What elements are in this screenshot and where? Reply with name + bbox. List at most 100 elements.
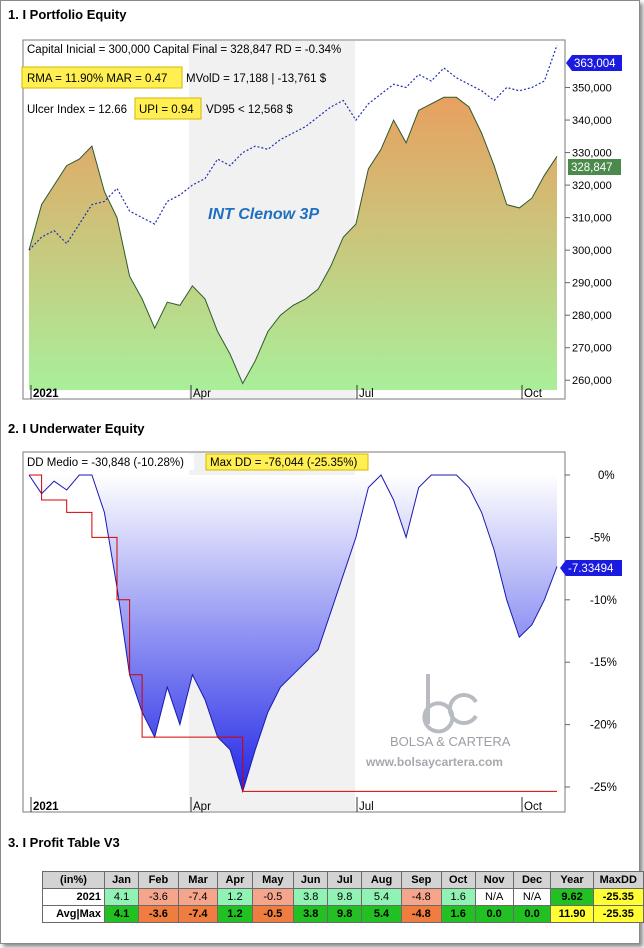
watermark-url: www.bolsaycartera.com: [365, 755, 503, 769]
profit-cell: N/A: [474, 888, 514, 906]
profit-col-header: Mar: [177, 871, 219, 889]
equity-y-tick-label: 340,000: [572, 115, 612, 127]
profit-row: Avg|Max 4.1 -3.6 -7.4 1.2 -0.5 3.8 9.8 5.4 -4.8 1.…: [42, 905, 644, 923]
equity-y-tick-label: 350,000: [572, 83, 612, 95]
profit-cell: 4.1: [103, 888, 140, 906]
watermark-brand: BOLSA & CARTERA: [390, 734, 511, 749]
equity-x-tick-label: 2021: [33, 388, 59, 400]
profit-cell: 5.4: [361, 905, 402, 923]
profit-cell: -4.8: [400, 888, 442, 906]
benchmark-last-label: 363,004: [574, 58, 616, 70]
profit-col-header: Apr: [217, 871, 253, 889]
equity-stats-line1: Capital Inicial = 300,000 Capital Final …: [27, 44, 341, 56]
profit-cell: -25.35: [592, 905, 644, 923]
profit-cell: 1.6: [440, 905, 476, 923]
profit-cell: -3.6: [138, 905, 179, 923]
underwater-y-tick-label: -20%: [590, 720, 617, 732]
profit-cell: 1.2: [217, 905, 253, 923]
profit-cell: 3.8: [293, 888, 329, 906]
dd-medio-box: [24, 454, 194, 470]
profit-col-header: May: [251, 871, 295, 889]
profit-col-header: Oct: [440, 871, 476, 889]
profit-cell: 9.8: [327, 905, 363, 923]
profit-col-header: Jun: [293, 871, 329, 889]
profit-cell: -7.4: [177, 905, 219, 923]
equity-y-tick-label: 290,000: [572, 278, 612, 290]
profit-col-header: MaxDD: [592, 871, 644, 889]
equity-x-tick-label: Jul: [359, 388, 374, 400]
profit-cell: -25.35: [592, 888, 644, 906]
max-dd-box: [205, 453, 369, 471]
equity-x-tick-label: Oct: [524, 388, 543, 400]
watermark: BOLSA & CARTERA www.bolsaycartera.com: [365, 674, 511, 769]
rma-mar-box: [21, 66, 183, 89]
max-dd-line: [29, 474, 557, 792]
profit-col-header: Jul: [327, 871, 363, 889]
profit-cell: -0.5: [251, 888, 295, 906]
profit-row-label: 2021: [42, 888, 105, 906]
rma-mar-text: RMA = 11.90% MAR = 0.47: [27, 73, 167, 85]
profit-cell: -7.4: [177, 888, 219, 906]
profit-section-title: 3. I Profit Table V3: [8, 835, 120, 850]
underwater-y-tick-label: -10%: [590, 595, 617, 607]
equity-y-tick-label: 270,000: [572, 343, 612, 355]
profit-table: (in%) Jan Feb Mar Apr May Jun Jul Aug Sep Oct Nov De…: [42, 871, 644, 923]
profit-row: 2021 4.1 -3.6 -7.4 1.2 -0.5 3.8 9.8 5.4 -4.8 1.6 N/…: [42, 888, 644, 906]
profit-col-header: Sep: [400, 871, 442, 889]
vd95-text: VD95 < 12,568 $: [206, 104, 293, 116]
equity-chart: Capital Inicial = 300,000 Capital Final …: [21, 39, 622, 400]
profit-table-body: 2021 4.1 -3.6 -7.4 1.2 -0.5 3.8 9.8 5.4 -4.8 1.6 N/…: [42, 888, 644, 923]
underwater-section-title: 2. I Underwater Equity: [8, 421, 145, 436]
underwater-y-tick-label: -15%: [590, 657, 617, 669]
underwater-chart: BOLSA & CARTERA www.bolsaycartera.com DD…: [22, 451, 622, 813]
watermark-logo: [422, 674, 478, 734]
profit-col-header: Nov: [474, 871, 514, 889]
profit-col-header: (in%): [42, 871, 105, 889]
profit-cell: 0.0: [512, 905, 552, 923]
profit-cell: 4.1: [103, 905, 140, 923]
profit-cell: 1.2: [217, 888, 253, 906]
profit-cell: -4.8: [400, 905, 442, 923]
upi-box: [134, 97, 202, 120]
profit-row-label: Avg|Max: [42, 905, 105, 923]
equity-last-label: 328,847: [571, 162, 613, 174]
underwater-x-tick-label: Apr: [193, 801, 211, 813]
profit-cell: 1.6: [440, 888, 476, 906]
underwater-x-tick-label: 2021: [33, 801, 59, 813]
profit-col-header: Dec: [512, 871, 552, 889]
underwater-last-label: -7.33494: [568, 563, 614, 575]
equity-y-tick-label: 310,000: [572, 213, 612, 225]
profit-cell: 3.8: [293, 905, 329, 923]
profit-cell: 11.90: [550, 905, 594, 923]
equity-y-tick-label: 300,000: [572, 245, 612, 257]
equity-section-title: 1. I Portfolio Equity: [8, 7, 127, 22]
strategy-name: INT Clenow 3P: [208, 206, 319, 223]
profit-cell: -3.6: [138, 888, 179, 906]
benchmark-last-tag: [566, 55, 622, 71]
profit-cell: 9.62: [550, 888, 594, 906]
underwater-last-tag: [560, 560, 622, 576]
equity-y-tick-label: 280,000: [572, 310, 612, 322]
profit-col-header: Jan: [103, 871, 140, 889]
underwater-x-tick-label: Oct: [524, 801, 543, 813]
profit-cell: 9.8: [327, 888, 363, 906]
equity-x-tick-label: Apr: [193, 388, 211, 400]
profit-cell: 5.4: [361, 888, 402, 906]
equity-y-tick-label: 320,000: [572, 180, 612, 192]
upi-text: UPI = 0.94: [139, 104, 194, 116]
benchmark-line: [28, 45, 558, 251]
underwater-x-tick-label: Jul: [359, 801, 374, 813]
underwater-y-tick-label: -25%: [590, 782, 617, 794]
profit-table-header: (in%) Jan Feb Mar Apr May Jun Jul Aug Sep Oct Nov De…: [42, 871, 644, 889]
profit-cell: -0.5: [251, 905, 295, 923]
underwater-y-tick-label: -5%: [590, 532, 610, 544]
mvold-text: MVolD = 17,188 | -13,761 $: [186, 73, 327, 85]
profit-cell: 0.0: [474, 905, 514, 923]
profit-cell: N/A: [512, 888, 552, 906]
max-dd-text: Max DD = -76,044 (-25.35%): [210, 457, 357, 469]
equity-y-tick-label: 330,000: [572, 148, 612, 160]
underwater-y-tick-label: 0%: [598, 470, 615, 482]
underwater-area: [29, 475, 557, 792]
ulcer-text: Ulcer Index = 12.66: [27, 104, 127, 116]
dd-medio-text: DD Medio = -30,848 (-10.28%): [27, 457, 184, 469]
